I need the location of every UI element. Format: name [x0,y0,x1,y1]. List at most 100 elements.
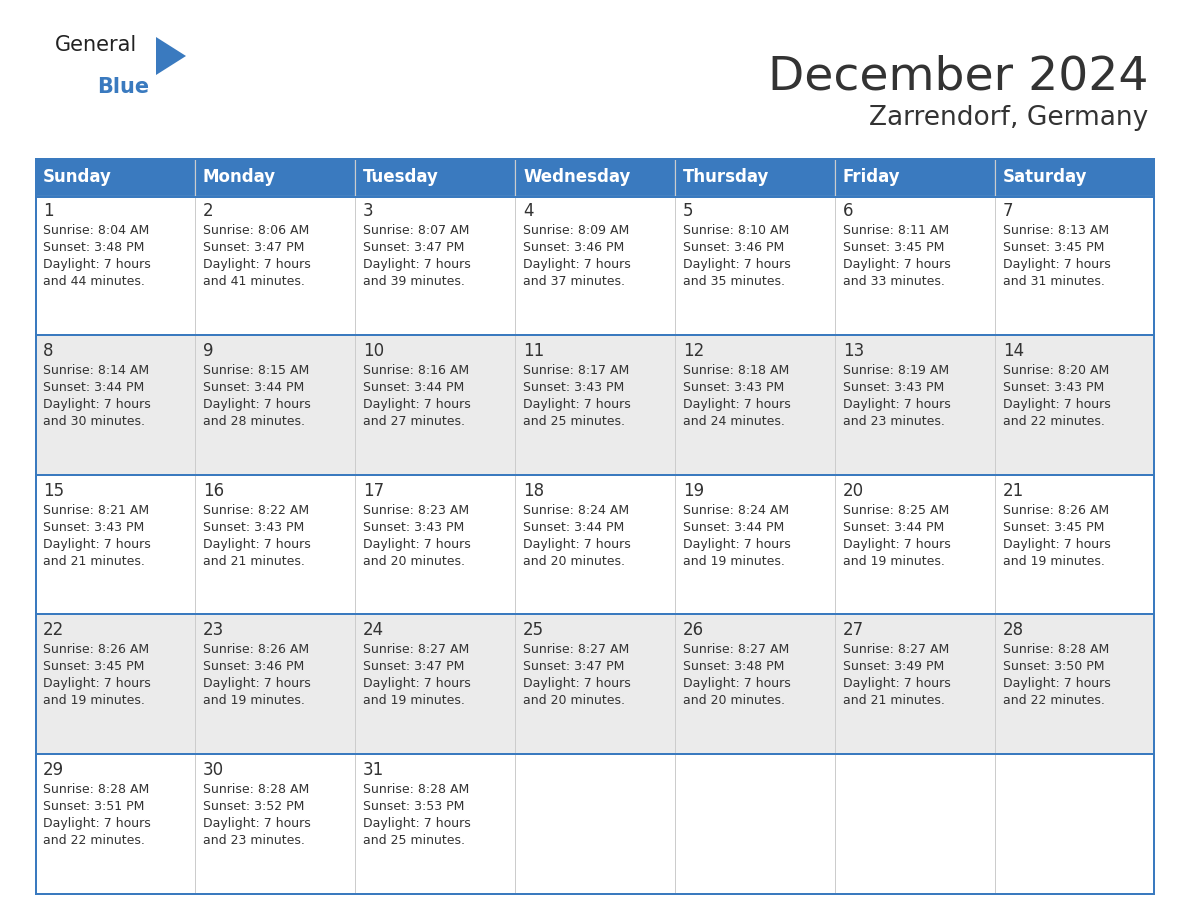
Text: 22: 22 [43,621,64,640]
Text: Sunrise: 8:27 AM: Sunrise: 8:27 AM [364,644,469,656]
Text: Daylight: 7 hours: Daylight: 7 hours [364,817,470,830]
Text: Daylight: 7 hours: Daylight: 7 hours [843,397,950,410]
Bar [835,336,996,476]
Text: 6: 6 [843,202,853,220]
Bar [996,476,1155,615]
Text: Sunrise: 8:07 AM: Sunrise: 8:07 AM [364,224,469,237]
Text: and 39 minutes.: and 39 minutes. [364,275,465,288]
Text: 3: 3 [364,202,373,220]
Text: 19: 19 [683,482,704,499]
Text: and 21 minutes.: and 21 minutes. [843,694,944,708]
Text: Daylight: 7 hours: Daylight: 7 hours [683,258,791,271]
Text: Sunset: 3:43 PM: Sunset: 3:43 PM [364,521,465,533]
Text: Sunrise: 8:26 AM: Sunrise: 8:26 AM [43,644,150,656]
Text: Daylight: 7 hours: Daylight: 7 hours [364,538,470,551]
Text: Sunset: 3:45 PM: Sunset: 3:45 PM [843,241,944,254]
Text: Sunrise: 8:20 AM: Sunrise: 8:20 AM [1003,364,1110,376]
Text: Daylight: 7 hours: Daylight: 7 hours [843,677,950,690]
Text: Blue: Blue [97,77,150,97]
Text: Sunset: 3:44 PM: Sunset: 3:44 PM [523,521,624,533]
Text: Sunset: 3:52 PM: Sunset: 3:52 PM [203,800,304,813]
Bar [34,334,1155,336]
Text: Sunset: 3:44 PM: Sunset: 3:44 PM [364,381,465,394]
Bar [996,756,1155,895]
Bar [34,336,195,476]
Text: Sunset: 3:50 PM: Sunset: 3:50 PM [1003,660,1105,674]
Text: Sunrise: 8:25 AM: Sunrise: 8:25 AM [843,504,949,517]
Bar [996,158,1155,196]
Text: Sunrise: 8:06 AM: Sunrise: 8:06 AM [203,224,309,237]
Text: Daylight: 7 hours: Daylight: 7 hours [843,258,950,271]
Text: 29: 29 [43,761,64,779]
Bar [996,615,1155,756]
Text: and 23 minutes.: and 23 minutes. [843,415,944,428]
Text: Daylight: 7 hours: Daylight: 7 hours [43,538,151,551]
Text: Daylight: 7 hours: Daylight: 7 hours [203,538,311,551]
Text: Daylight: 7 hours: Daylight: 7 hours [203,817,311,830]
Text: Sunrise: 8:18 AM: Sunrise: 8:18 AM [683,364,789,376]
Text: Daylight: 7 hours: Daylight: 7 hours [523,258,631,271]
Text: Sunrise: 8:16 AM: Sunrise: 8:16 AM [364,364,469,376]
Text: Sunset: 3:44 PM: Sunset: 3:44 PM [43,381,144,394]
Text: Friday: Friday [843,168,901,186]
Bar [516,756,675,895]
Text: Sunrise: 8:26 AM: Sunrise: 8:26 AM [1003,504,1110,517]
Bar [675,615,835,756]
Text: Sunset: 3:47 PM: Sunset: 3:47 PM [203,241,304,254]
Text: Daylight: 7 hours: Daylight: 7 hours [203,258,311,271]
Text: and 22 minutes.: and 22 minutes. [43,834,145,847]
Text: 10: 10 [364,341,384,360]
Bar [355,158,516,196]
Text: Daylight: 7 hours: Daylight: 7 hours [683,677,791,690]
Text: Sunday: Sunday [43,168,112,186]
Text: and 35 minutes.: and 35 minutes. [683,275,785,288]
Text: 20: 20 [843,482,864,499]
Text: Sunset: 3:45 PM: Sunset: 3:45 PM [1003,521,1105,533]
Text: Sunset: 3:49 PM: Sunset: 3:49 PM [843,660,944,674]
Text: Sunset: 3:44 PM: Sunset: 3:44 PM [683,521,784,533]
Text: 26: 26 [683,621,704,640]
Bar [835,476,996,615]
Text: and 20 minutes.: and 20 minutes. [683,694,785,708]
Text: Sunset: 3:44 PM: Sunset: 3:44 PM [203,381,304,394]
Text: Sunrise: 8:17 AM: Sunrise: 8:17 AM [523,364,630,376]
Text: 24: 24 [364,621,384,640]
Text: Sunset: 3:44 PM: Sunset: 3:44 PM [843,521,944,533]
Text: and 21 minutes.: and 21 minutes. [43,554,145,567]
Bar [355,615,516,756]
Bar [355,476,516,615]
Bar [355,756,516,895]
Text: Wednesday: Wednesday [523,168,631,186]
Text: Sunset: 3:48 PM: Sunset: 3:48 PM [683,660,784,674]
Text: 16: 16 [203,482,225,499]
Text: Sunset: 3:47 PM: Sunset: 3:47 PM [364,660,465,674]
Text: Sunrise: 8:14 AM: Sunrise: 8:14 AM [43,364,150,376]
Bar [34,753,1155,756]
Text: 17: 17 [364,482,384,499]
Text: and 19 minutes.: and 19 minutes. [43,694,145,708]
Text: and 21 minutes.: and 21 minutes. [203,554,305,567]
Bar [996,336,1155,476]
Text: Daylight: 7 hours: Daylight: 7 hours [364,397,470,410]
Text: 1: 1 [43,202,53,220]
Bar [516,336,675,476]
Text: Daylight: 7 hours: Daylight: 7 hours [364,677,470,690]
Text: Daylight: 7 hours: Daylight: 7 hours [43,258,151,271]
Bar [34,196,195,336]
Text: Sunset: 3:43 PM: Sunset: 3:43 PM [1003,381,1105,394]
Text: and 19 minutes.: and 19 minutes. [843,554,944,567]
Text: Sunrise: 8:04 AM: Sunrise: 8:04 AM [43,224,150,237]
Text: Daylight: 7 hours: Daylight: 7 hours [1003,538,1111,551]
Text: and 24 minutes.: and 24 minutes. [683,415,785,428]
Text: Sunset: 3:47 PM: Sunset: 3:47 PM [523,660,625,674]
Text: and 22 minutes.: and 22 minutes. [1003,415,1105,428]
Text: Sunset: 3:45 PM: Sunset: 3:45 PM [43,660,145,674]
Bar [516,476,675,615]
Text: Sunrise: 8:28 AM: Sunrise: 8:28 AM [364,783,469,796]
Text: Daylight: 7 hours: Daylight: 7 hours [1003,397,1111,410]
Text: 23: 23 [203,621,225,640]
Text: Sunset: 3:46 PM: Sunset: 3:46 PM [203,660,304,674]
Bar [195,336,355,476]
Text: and 25 minutes.: and 25 minutes. [364,834,465,847]
Text: December 2024: December 2024 [767,55,1148,100]
